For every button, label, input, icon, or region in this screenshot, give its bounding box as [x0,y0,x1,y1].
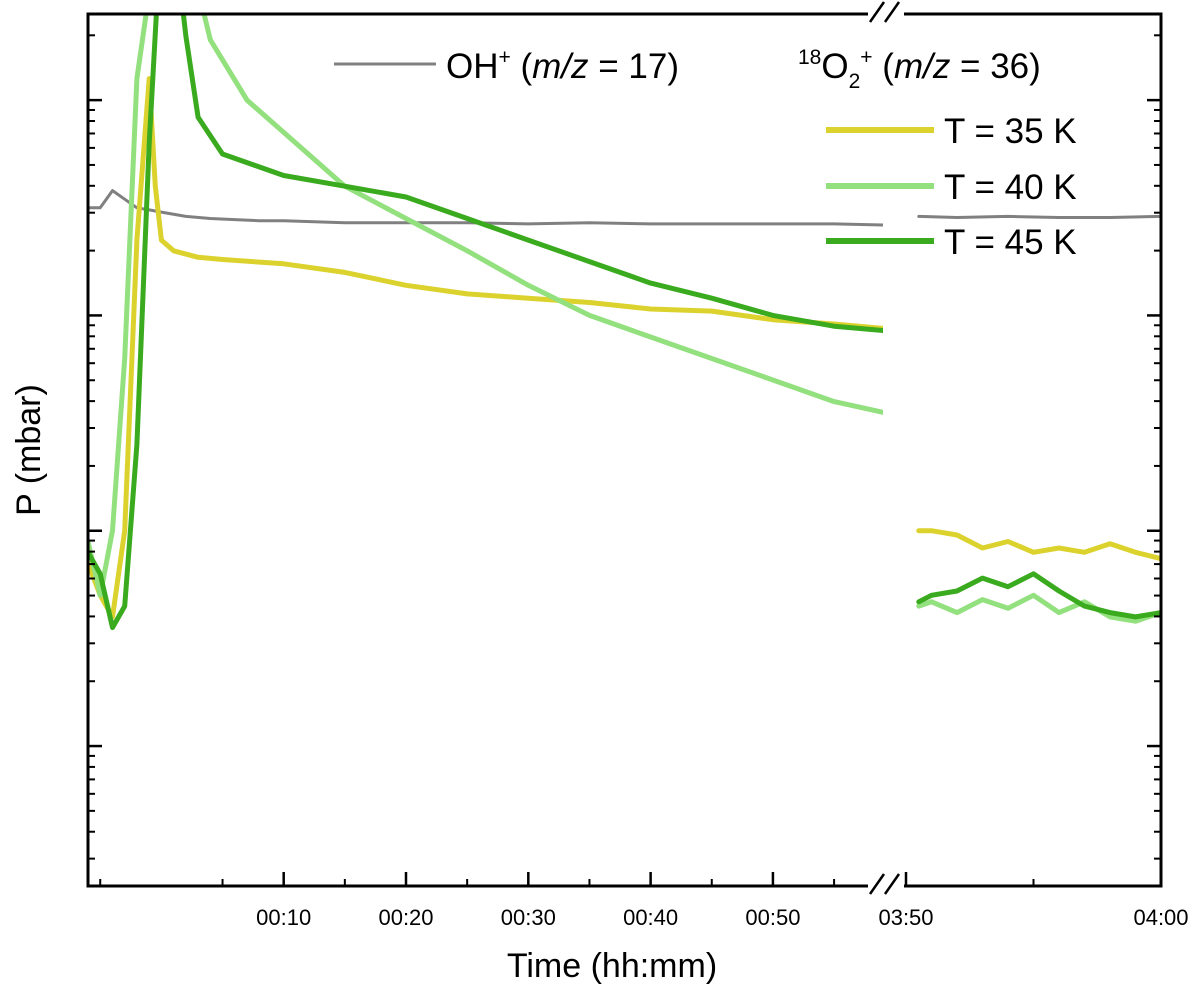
legend-label-t45: T = 45 K [944,223,1077,262]
series-line-oh-a [88,189,883,227]
series-line-35k-a [88,76,883,620]
plot-frame [86,12,1163,888]
x-tick-label: 03:50 [878,905,933,930]
x-tick-label: 00:40 [623,905,678,930]
x-tick-label: 00:10 [256,905,311,930]
series-line-45k-b [916,571,1162,620]
series-line-40k-a [88,14,883,598]
legend-label-oh: OH+ (m/z = 17) [446,46,679,86]
x-tick-label: 04:00 [1133,905,1188,930]
axis-break-marks [868,1,904,896]
series-line-35k-b [916,528,1162,562]
x-axis-label: Time (hh:mm) [507,947,717,985]
legend-label-t35: T = 35 K [944,112,1077,151]
series-line-40k-b [916,592,1162,624]
legend-label-t40: T = 40 K [944,168,1077,207]
x-tick-label: 00:30 [501,905,556,930]
y-axis-label: P (mbar) [10,384,48,516]
legend-header-o2: 18O2+ (m/z = 36) [798,46,1041,93]
series-line-45k-a [88,14,883,631]
series-line-oh-b [917,214,1162,219]
x-tick-label: 00:50 [745,905,800,930]
legend: OH+ (m/z = 17) 18O2+ (m/z = 36) T = 35 K… [334,46,1077,262]
x-tick-label: 00:20 [378,905,433,930]
